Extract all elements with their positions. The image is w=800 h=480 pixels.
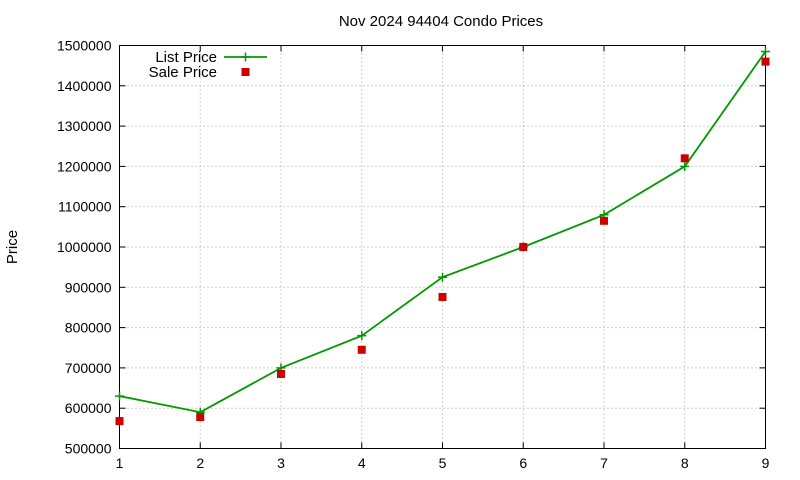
- y-tick-label: 1200000: [57, 158, 112, 174]
- list-price-point: [357, 331, 367, 341]
- x-tick-label: 7: [600, 455, 608, 471]
- y-tick-label: 1400000: [57, 78, 112, 94]
- list-price-point: [761, 47, 770, 57]
- x-tick-label: 4: [358, 455, 366, 471]
- grid: [119, 45, 766, 449]
- y-axis-ticks: 500000 600000 700000 800000 900000 1000000 110…: [57, 38, 766, 457]
- sale-price-point: [277, 369, 285, 378]
- sale-price-point: [357, 345, 366, 354]
- sale-price-point: [519, 243, 528, 251]
- y-tick-label: 1300000: [57, 118, 112, 134]
- sale-price-point: [600, 216, 608, 225]
- x-tick-label: 3: [277, 455, 285, 471]
- x-tick-label: 5: [439, 455, 447, 471]
- plot-frame: [119, 45, 766, 449]
- y-tick-label: 1000000: [57, 239, 112, 255]
- sale-price-point: [196, 413, 205, 422]
- x-tick-label: 8: [681, 455, 689, 471]
- y-tick-label: 600000: [65, 400, 112, 416]
- legend-label: Sale Price: [149, 64, 217, 81]
- sale-price-point: [761, 57, 770, 66]
- chart-title: Nov 2024 94404 Condo Prices: [339, 13, 543, 30]
- legend-label: List Price: [155, 49, 217, 66]
- y-tick-label: 800000: [65, 320, 112, 336]
- y-tick-label: 500000: [65, 441, 112, 457]
- x-tick-label: 1: [116, 455, 124, 471]
- x-tick-label: 6: [519, 455, 527, 471]
- sale-price-point: [680, 154, 689, 163]
- x-tick-label: 2: [196, 455, 204, 471]
- sale-price-point: [438, 292, 447, 301]
- y-axis-label: Price: [4, 230, 21, 264]
- legend-square-marker: [241, 68, 250, 76]
- list-price-point: [680, 161, 690, 171]
- y-tick-label: 900000: [65, 279, 112, 295]
- legend-plus-marker: [241, 52, 250, 62]
- sale-price-point: [115, 417, 124, 426]
- y-tick-label: 1500000: [57, 38, 112, 54]
- series: [115, 47, 770, 426]
- y-tick-label: 1100000: [58, 199, 112, 215]
- y-tick-label: 700000: [65, 360, 112, 376]
- list-price-point: [115, 391, 124, 401]
- list-price-point: [438, 272, 447, 282]
- x-tick-label: 9: [762, 455, 770, 471]
